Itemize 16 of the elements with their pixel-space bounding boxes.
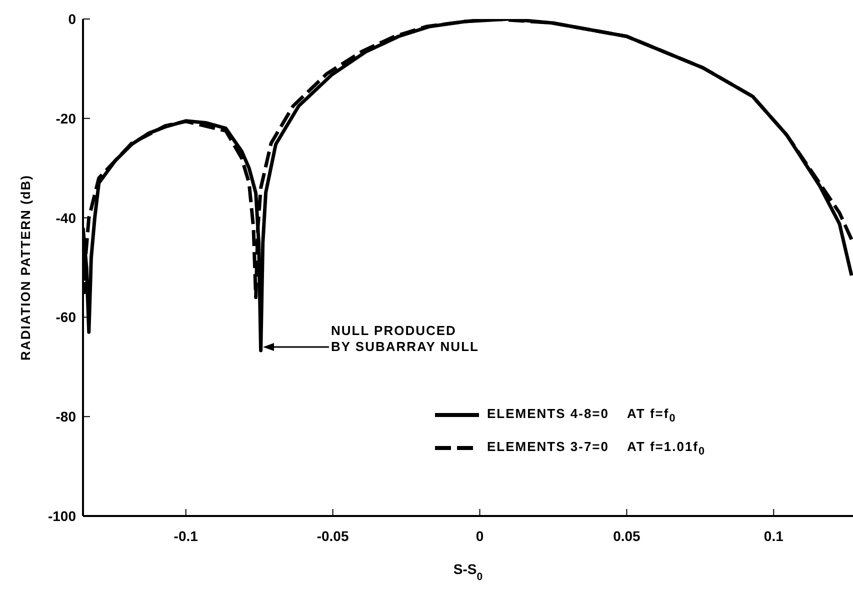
y-axis-title: RADIATION PATTERN (dB) bbox=[18, 174, 33, 360]
y-tick-label: -60 bbox=[56, 309, 76, 326]
legend-label: ELEMENTS 3-7=0 AT f=1.01f$_{0}$ bbox=[487, 438, 706, 458]
x-tick-label: 0.1 bbox=[764, 528, 784, 544]
y-tick-label: -80 bbox=[56, 408, 76, 425]
y-tick-label: -100 bbox=[48, 508, 76, 524]
x-tick-label: 0 bbox=[476, 528, 484, 544]
x-tick-label: -0.05 bbox=[316, 528, 349, 544]
y-tick-label: 0 bbox=[68, 10, 76, 27]
y-tick-label: -20 bbox=[56, 110, 76, 126]
x-tick-label: 0.05 bbox=[613, 528, 641, 544]
annotation: NULL PRODUCED BY SUBARRAY NULL bbox=[331, 323, 479, 354]
y-tick-label: -40 bbox=[56, 210, 76, 226]
legend-label: ELEMENTS 4-8=0 AT f=f$_{0}$ bbox=[487, 406, 676, 425]
x-axis-title: S-S$_{0}$ bbox=[453, 561, 483, 583]
x-tick-label: -0.1 bbox=[174, 528, 198, 544]
